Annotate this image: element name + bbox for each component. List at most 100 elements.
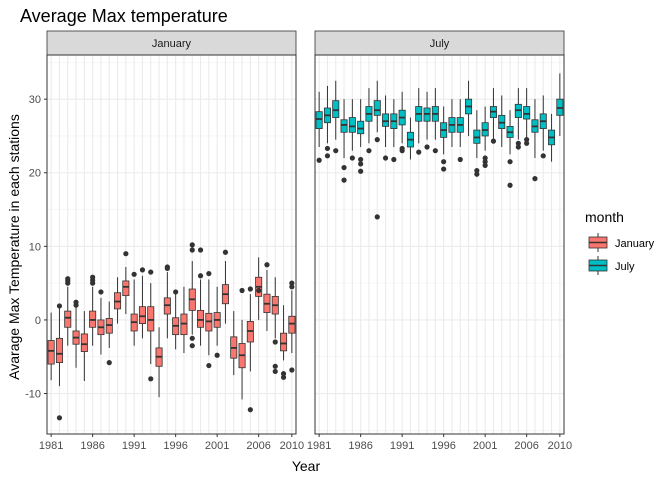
outlier-point (324, 145, 331, 152)
chart-title: Average Max temperature (20, 6, 228, 26)
box-1996 (172, 289, 180, 350)
box-body (138, 306, 146, 325)
outlier-point (272, 368, 278, 375)
box-1988 (373, 80, 381, 220)
facet-strip-label: July (430, 38, 450, 50)
box-2003 (498, 95, 506, 147)
outlier-point (358, 161, 364, 167)
box-2008 (271, 277, 279, 375)
outlier-point (123, 251, 129, 257)
box-body (47, 340, 55, 365)
outlier-point (247, 286, 253, 292)
box-body (340, 119, 348, 133)
outlier-point (189, 335, 195, 341)
box-1992 (138, 267, 146, 339)
outlier-point (416, 149, 422, 155)
outlier-point (490, 138, 497, 144)
box-body (197, 309, 205, 328)
box-1984 (72, 299, 80, 368)
box-body (315, 111, 323, 129)
outlier-point (256, 287, 262, 294)
outlier-point (358, 156, 364, 163)
outlier-point (56, 415, 63, 421)
box-1986 (89, 274, 97, 346)
box-2009 (280, 305, 288, 380)
plot-background (47, 55, 296, 434)
box-1983 (64, 276, 72, 346)
outlier-point (457, 156, 463, 163)
box-1993 (415, 88, 423, 155)
box-1994 (155, 327, 163, 398)
outlier-point (507, 159, 513, 165)
legend-entry: July (588, 256, 635, 275)
y-tick-label: 30 (29, 94, 41, 106)
x-tick-label: 2006 (514, 440, 538, 452)
outlier-point (424, 144, 430, 150)
box-2008 (539, 95, 547, 159)
box-2005 (514, 88, 522, 150)
legend-entry: January (588, 233, 655, 252)
x-tick-label: 1986 (348, 440, 372, 452)
box-body (332, 100, 340, 118)
outlier-point (341, 164, 347, 171)
outlier-point (474, 167, 480, 174)
panel-border (46, 54, 297, 435)
outlier-point (280, 374, 287, 380)
outlier-point (139, 267, 146, 273)
outlier-point (482, 155, 488, 161)
facet-panel-july: July 1981 1986 1991 1996 2001 2006 2010 (307, 30, 572, 452)
box-2010 (556, 73, 564, 136)
outlier-point (189, 247, 195, 253)
box-2001 (213, 286, 221, 358)
outlier-point (399, 148, 405, 154)
box-body (64, 310, 72, 328)
box-2000 (473, 110, 481, 177)
outlier-point (197, 247, 204, 253)
outlier-point (515, 144, 521, 150)
box-1998 (188, 242, 196, 349)
box-1990 (122, 251, 130, 315)
box-1986 (357, 99, 365, 174)
box-1985 (80, 311, 88, 382)
box-1982 (323, 85, 331, 159)
box-1991 (398, 91, 406, 154)
outlier-point (341, 177, 347, 183)
y-tick-label: 0 (35, 315, 41, 327)
box-body (280, 332, 288, 352)
outlier-point (432, 148, 438, 154)
outlier-point (382, 155, 389, 161)
box-body (357, 120, 365, 135)
plot-background (315, 55, 564, 434)
box-1981 (47, 312, 55, 381)
box-body (55, 337, 63, 364)
y-axis-title: Avarage Max Temperature in each stations (6, 114, 22, 380)
box-1999 (197, 247, 205, 346)
box-1995 (163, 264, 171, 339)
box-1991 (130, 271, 138, 346)
outlier-point (324, 153, 331, 159)
box-1995 (431, 88, 439, 154)
box-2007 (531, 99, 539, 182)
outlier-point (189, 343, 195, 349)
box-body (80, 333, 88, 352)
outlier-point (482, 162, 488, 168)
outlier-point (206, 270, 212, 277)
y-tick-label: 20 (29, 168, 41, 180)
outlier-point (239, 287, 245, 294)
outlier-point (189, 242, 195, 248)
outlier-point (515, 140, 521, 146)
x-tick-label: 1986 (80, 440, 104, 452)
x-axis-title: Year (292, 458, 321, 474)
outlier-point (289, 367, 295, 373)
x-tick-label: 2010 (548, 440, 572, 452)
box-1982 (55, 303, 63, 421)
legend: month January July (585, 209, 655, 275)
outlier-point (441, 166, 447, 172)
box-1981 (315, 91, 323, 163)
x-tick-label: 1996 (431, 440, 455, 452)
x-tick-label: 1996 (163, 440, 187, 452)
x-tick-label: 1981 (39, 440, 63, 452)
box-2001 (481, 106, 489, 168)
x-tick-label: 1991 (390, 440, 414, 452)
